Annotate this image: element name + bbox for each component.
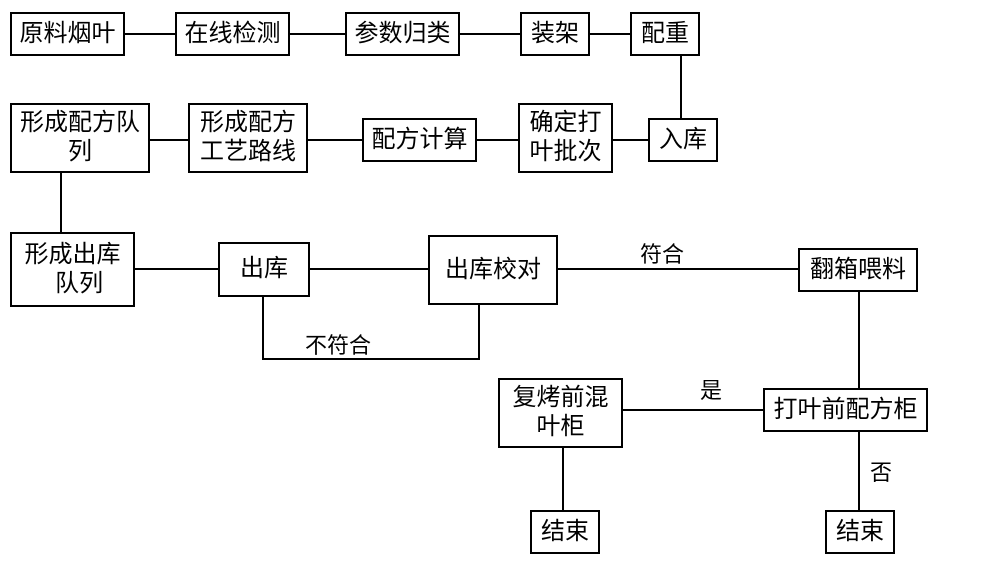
node-detect-label: 在线检测 (185, 20, 281, 49)
node-classify-label: 参数归类 (355, 20, 451, 49)
node-batch: 确定打 叶批次 (518, 103, 613, 173)
node-flip-feed-label: 翻箱喂料 (810, 256, 906, 285)
node-pre-thresh-label: 打叶前配方柜 (774, 396, 918, 425)
label-no-text: 否 (870, 460, 892, 485)
node-classify: 参数归类 (345, 12, 460, 56)
node-pre-roast-label: 复烤前混 叶柜 (513, 384, 609, 442)
node-end2-label: 结束 (836, 518, 884, 547)
edge-preroast-end1 (562, 448, 564, 510)
node-storage-out: 出库 (218, 242, 310, 297)
label-yes-text: 是 (700, 378, 722, 403)
label-yes: 是 (700, 373, 722, 405)
node-weigh: 配重 (630, 12, 700, 56)
edge-batch-calc (477, 139, 518, 141)
node-batch-label: 确定打 叶批次 (530, 109, 602, 167)
node-route-label: 形成配方 工艺路线 (200, 109, 296, 167)
edge-classify-rack (460, 33, 520, 35)
edge-route-queue (150, 139, 188, 141)
node-calc: 配方计算 (362, 118, 477, 162)
edge-queueformula-queueout (60, 173, 62, 232)
node-pre-thresh: 打叶前配方柜 (763, 388, 928, 432)
node-flip-feed: 翻箱喂料 (798, 248, 918, 292)
edge-raw-detect (125, 33, 175, 35)
edge-detect-classify (290, 33, 345, 35)
edge-nc-down (478, 305, 480, 360)
node-raw-label: 原料烟叶 (20, 20, 116, 49)
node-queue-out: 形成出库 队列 (10, 232, 135, 307)
node-queue-formula-label: 形成配方队 列 (20, 109, 140, 167)
node-rack: 装架 (520, 12, 590, 56)
node-detect: 在线检测 (175, 12, 290, 56)
edge-out-check (310, 268, 428, 270)
edge-weigh-in (680, 56, 682, 118)
node-end1-label: 结束 (541, 518, 589, 547)
edge-queueout-out (135, 268, 218, 270)
edge-prethresh-end2 (858, 432, 860, 510)
node-calc-label: 配方计算 (372, 126, 468, 155)
node-storage-out-label: 出库 (240, 255, 288, 284)
edge-calc-route (308, 139, 362, 141)
node-queue-formula: 形成配方队 列 (10, 103, 150, 173)
node-raw: 原料烟叶 (10, 12, 125, 56)
node-storage-in: 入库 (648, 118, 718, 162)
edge-flip-prethresh (858, 292, 860, 388)
edge-in-batch (613, 139, 648, 141)
edge-prethresh-preroast (623, 409, 763, 411)
node-pre-roast: 复烤前混 叶柜 (498, 378, 623, 448)
node-route: 形成配方 工艺路线 (188, 103, 308, 173)
node-storage-in-label: 入库 (659, 126, 707, 155)
edge-nc-up (262, 297, 264, 360)
node-weigh-label: 配重 (641, 20, 689, 49)
label-not-conform: 不符合 (305, 328, 371, 360)
label-not-conform-text: 不符合 (305, 333, 371, 358)
node-queue-out-label: 形成出库 队列 (25, 241, 121, 299)
edge-rack-weigh (590, 33, 630, 35)
label-conform: 符合 (640, 237, 684, 269)
node-end2: 结束 (825, 510, 895, 554)
node-rack-label: 装架 (531, 20, 579, 49)
label-conform-text: 符合 (640, 242, 684, 267)
node-check-out-label: 出库校对 (445, 256, 541, 285)
node-check-out: 出库校对 (428, 235, 558, 305)
label-no: 否 (870, 455, 892, 487)
node-end1: 结束 (530, 510, 600, 554)
